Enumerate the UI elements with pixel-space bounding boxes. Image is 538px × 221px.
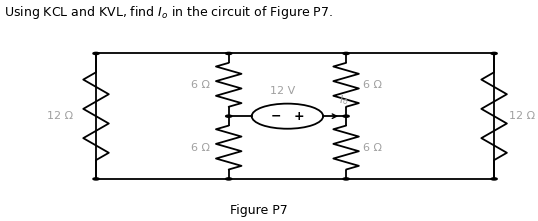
Text: 6 Ω: 6 Ω: [363, 80, 382, 90]
Circle shape: [343, 52, 349, 55]
Text: 12 Ω: 12 Ω: [509, 111, 535, 121]
Text: 6 Ω: 6 Ω: [363, 143, 382, 152]
Circle shape: [225, 178, 232, 180]
Circle shape: [225, 52, 232, 55]
Circle shape: [343, 178, 349, 180]
Circle shape: [343, 115, 349, 117]
Text: −: −: [271, 110, 281, 123]
Text: 6 Ω: 6 Ω: [191, 80, 210, 90]
Circle shape: [93, 52, 99, 55]
Circle shape: [93, 178, 99, 180]
Text: +: +: [293, 110, 304, 123]
Circle shape: [491, 52, 497, 55]
Text: 12 Ω: 12 Ω: [47, 111, 73, 121]
Text: Figure P7: Figure P7: [230, 204, 288, 217]
Circle shape: [225, 115, 232, 117]
Text: Using KCL and KVL, find $I_o$ in the circuit of Figure P7.: Using KCL and KVL, find $I_o$ in the cir…: [4, 4, 333, 21]
Text: $I_o$: $I_o$: [339, 93, 349, 107]
Circle shape: [491, 178, 497, 180]
Text: 12 V: 12 V: [270, 86, 295, 95]
Text: 6 Ω: 6 Ω: [191, 143, 210, 152]
